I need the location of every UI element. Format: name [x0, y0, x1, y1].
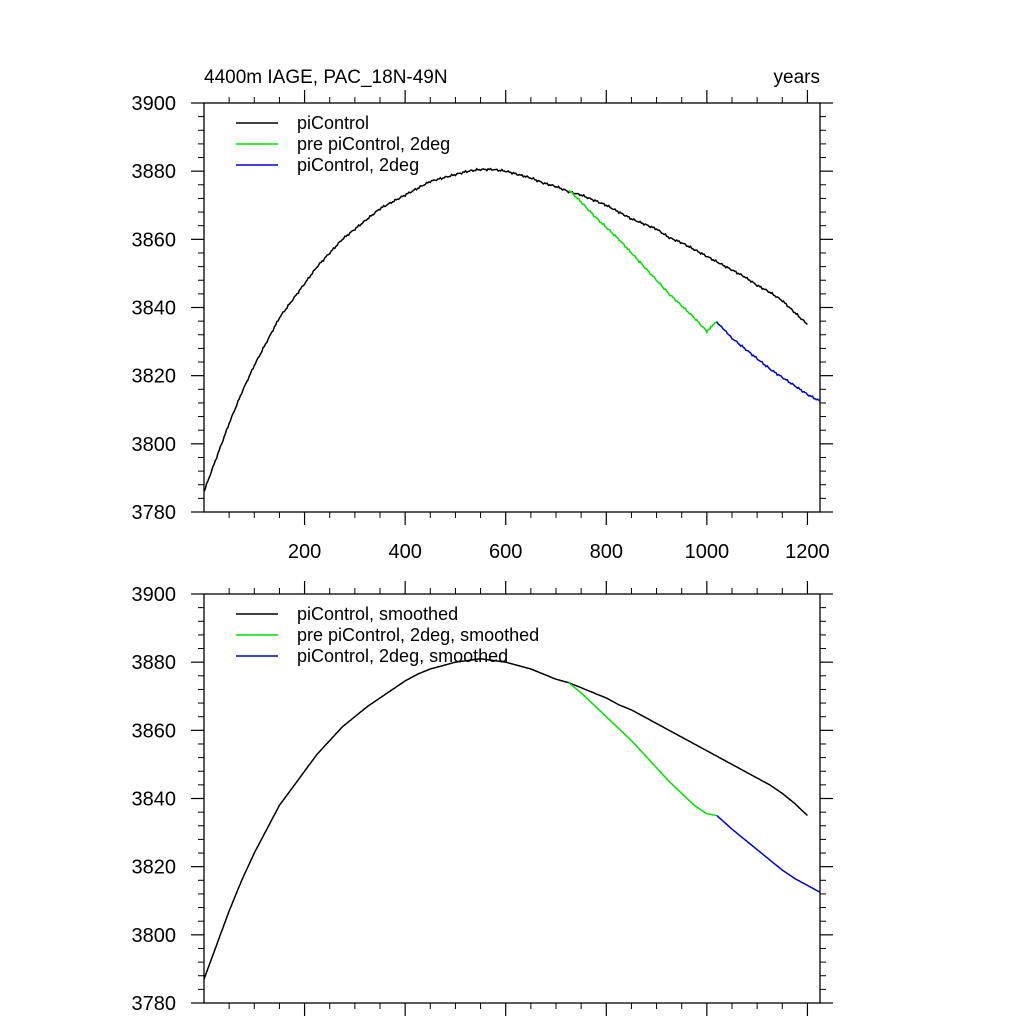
y-tick-label: 3880 — [132, 652, 177, 674]
plot-title-left: 4400m IAGE, PAC_18N-49N — [204, 67, 448, 88]
legend-label: piControl, 2deg, smoothed — [297, 646, 508, 666]
x-tick-label: 600 — [489, 541, 522, 563]
y-tick-label: 3800 — [132, 925, 177, 947]
x-tick-label: 800 — [590, 541, 623, 563]
legend-label: pre piControl, 2deg, smoothed — [297, 625, 539, 645]
y-tick-label: 3840 — [132, 789, 177, 811]
series-line-2 — [716, 321, 820, 402]
y-tick-label: 3800 — [132, 434, 177, 456]
series-line-0 — [204, 167, 808, 492]
y-tick-label: 3900 — [132, 93, 177, 115]
legend-label: piControl, 2deg — [297, 155, 419, 175]
y-tick-label: 3860 — [132, 720, 177, 742]
y-tick-label: 3880 — [132, 161, 177, 183]
x-tick-label: 1000 — [685, 541, 730, 563]
y-tick-label: 3840 — [132, 298, 177, 320]
series-line-1 — [568, 190, 718, 335]
bottom-panel: 3780 3800 3820 3840 3860 3880 3900 piControl, s… — [132, 581, 833, 1016]
legend-label: piControl, smoothed — [297, 604, 458, 624]
y-tick-label: 3860 — [132, 229, 177, 251]
x-tick-label: 1200 — [785, 541, 830, 563]
series-line-0 — [204, 658, 808, 980]
legend-label: pre piControl, 2deg — [297, 134, 450, 154]
y-tick-label: 3820 — [132, 366, 177, 388]
y-tick-label: 3820 — [132, 857, 177, 879]
plot-title-right: years — [774, 67, 820, 88]
series-line-2 — [716, 814, 820, 893]
x-tick-label: 400 — [388, 541, 421, 563]
x-tick-label: 200 — [288, 541, 321, 563]
y-tick-label: 3780 — [132, 993, 177, 1015]
series-line-1 — [568, 682, 717, 817]
top-panel: 200 400 600 800 1000 1200 3780 3800 3820 3840 3860… — [132, 67, 833, 563]
legend-label: piControl — [297, 113, 369, 133]
y-tick-label: 3780 — [132, 502, 177, 524]
y-tick-label: 3900 — [132, 584, 177, 606]
